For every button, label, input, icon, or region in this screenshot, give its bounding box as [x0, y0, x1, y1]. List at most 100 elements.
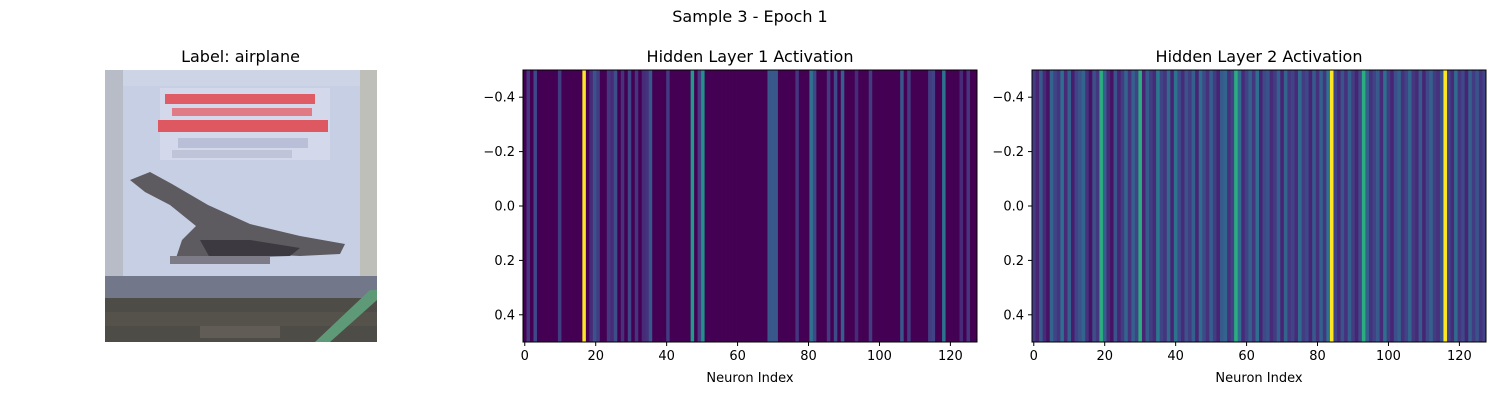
heatmap-cell — [910, 70, 915, 342]
x-tick-label: 20 — [587, 349, 604, 364]
figure-suptitle: Sample 3 - Epoch 1 — [672, 7, 827, 26]
heatmap-cell — [662, 70, 667, 342]
heatmap-cell — [1308, 70, 1313, 342]
heatmap-cell — [1266, 70, 1271, 342]
heatmap-cell — [795, 70, 800, 342]
layer2-y-ticks: −0.4 −0.2 0.0 0.2 0.4 — [992, 91, 1032, 323]
heatmap-cell — [750, 70, 754, 342]
heatmap-cell — [1407, 70, 1412, 342]
heatmap-cell — [1173, 70, 1178, 342]
heatmap-cell — [1149, 70, 1153, 342]
heatmap-cell — [1397, 70, 1402, 342]
x-tick-label: 80 — [800, 349, 817, 364]
heatmap-cell — [687, 70, 692, 342]
heatmap-cell — [1046, 70, 1051, 342]
heatmap-cell — [861, 70, 866, 342]
heatmap-cell — [1269, 70, 1274, 342]
heatmap-cell — [1361, 70, 1366, 342]
heatmap-cell — [1294, 70, 1299, 342]
heatmap-cell — [1283, 70, 1288, 342]
heatmap-cell — [694, 70, 699, 342]
heatmap-cell — [1351, 70, 1356, 342]
x-tick-label: 40 — [1167, 349, 1184, 364]
heatmap-cell — [1248, 70, 1253, 342]
heatmap-cell — [952, 70, 957, 342]
heatmap-cell — [956, 70, 960, 342]
heatmap-cell — [610, 70, 615, 342]
y-tick-label: 0.0 — [1003, 200, 1024, 215]
heatmap-cell — [1276, 70, 1281, 342]
heatmap-cell — [1216, 70, 1221, 342]
heatmap-cell — [858, 70, 863, 342]
heatmap-cell — [746, 70, 751, 342]
heatmap-cell — [788, 70, 793, 342]
heatmap-cell — [1251, 70, 1256, 342]
heatmap-cell — [1053, 70, 1058, 342]
heatmap-cell — [704, 70, 709, 342]
heatmap-cell — [575, 70, 580, 342]
heatmap-cell — [854, 70, 859, 342]
heatmap-cell — [585, 70, 590, 342]
heatmap-cell — [781, 70, 786, 342]
heatmap-cell — [1067, 70, 1072, 342]
heatmap-cell — [641, 70, 646, 342]
layer1-xlabel: Neuron Index — [706, 371, 793, 386]
heatmap-cell — [1145, 70, 1150, 342]
heatmap-cell — [627, 70, 632, 342]
heatmap-cell — [1092, 70, 1097, 342]
heatmap-cell — [1102, 70, 1107, 342]
heatmap-cell — [1131, 70, 1136, 342]
x-tick-label: 20 — [1096, 349, 1113, 364]
heatmap-cell — [1049, 70, 1054, 342]
y-tick-label: −0.4 — [483, 91, 515, 106]
heatmap-cell — [523, 70, 527, 342]
heatmap-cell — [1184, 70, 1189, 342]
heatmap-cell — [791, 70, 796, 342]
heatmap-cell — [774, 70, 779, 342]
heatmap-cell — [914, 70, 919, 342]
x-tick-label: 100 — [1376, 349, 1401, 364]
heatmap-cell — [1138, 70, 1143, 342]
heatmap-cell — [872, 70, 877, 342]
heatmap-cell — [533, 70, 538, 342]
heatmap-cell — [1464, 70, 1469, 342]
heatmap-cell — [718, 70, 723, 342]
heatmap-cell — [823, 70, 828, 342]
heatmap-cell — [1209, 70, 1214, 342]
heatmap-cell — [753, 70, 758, 342]
heatmap-cell — [729, 70, 733, 342]
heatmap-cell — [942, 70, 946, 342]
heatmap-cell — [690, 70, 695, 342]
heatmap-cell — [1468, 70, 1473, 342]
heatmap-cell — [1039, 70, 1044, 342]
heatmap-cell — [1099, 70, 1104, 342]
heatmap-cell — [561, 70, 566, 342]
heatmap-cell — [1141, 70, 1146, 342]
heatmap-cell — [1212, 70, 1217, 342]
x-tick-label: 0 — [1030, 349, 1038, 364]
heatmap-cell — [1446, 70, 1451, 342]
heatmap-cell — [1411, 70, 1416, 342]
heatmap-cell — [1358, 70, 1363, 342]
heatmap-cell — [893, 70, 898, 342]
y-tick-label: 0.0 — [494, 200, 515, 215]
heatmap-cell — [1368, 70, 1373, 342]
heatmap-cell — [634, 70, 639, 342]
heatmap-cell — [1393, 70, 1398, 342]
heatmap-cell — [722, 70, 726, 342]
heatmap-cell — [1120, 70, 1125, 342]
heatmap-cell — [1340, 70, 1345, 342]
heatmap-cell — [1386, 70, 1391, 342]
heatmap-cell — [812, 70, 817, 342]
heatmap-cell — [743, 70, 747, 342]
heatmap-cell — [784, 70, 789, 342]
layer2-heatmap — [1032, 70, 1487, 342]
heatmap-cell — [1085, 70, 1090, 342]
heatmap-cell — [620, 70, 625, 342]
heatmap-cell — [1432, 70, 1437, 342]
layer1-y-ticks: −0.4 −0.2 0.0 0.2 0.4 — [483, 91, 523, 323]
x-tick-label: 60 — [1238, 349, 1255, 364]
heatmap-cell — [1095, 70, 1100, 342]
heatmap-cell — [1117, 70, 1122, 342]
